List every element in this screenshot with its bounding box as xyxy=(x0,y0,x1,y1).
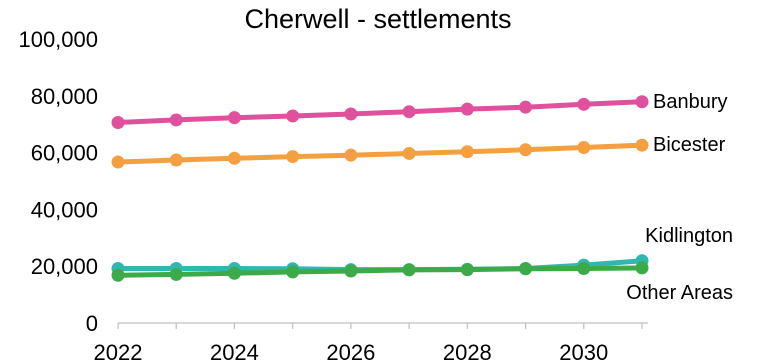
y-tick-label: 0 xyxy=(86,311,98,336)
data-point xyxy=(111,115,125,129)
data-point xyxy=(460,145,474,159)
y-axis-ticks: 0 20,000 40,000 60,000 80,000 100,000 xyxy=(18,27,98,336)
data-point xyxy=(286,109,300,123)
data-point xyxy=(402,146,416,160)
x-axis-ticks: 2022 2024 2026 2028 2030 xyxy=(94,340,609,364)
data-point xyxy=(577,140,591,154)
x-tick-label: 2024 xyxy=(210,340,259,364)
y-tick-label: 20,000 xyxy=(31,254,98,279)
data-point xyxy=(402,263,416,277)
data-point xyxy=(460,102,474,116)
series-label: Banbury xyxy=(653,91,728,113)
data-point xyxy=(519,100,533,114)
data-point xyxy=(227,151,241,165)
series-label: Bicester xyxy=(653,134,726,156)
data-point xyxy=(169,267,183,281)
series-layer xyxy=(111,95,649,282)
data-point xyxy=(402,105,416,119)
data-point xyxy=(227,266,241,280)
series-line xyxy=(115,142,645,165)
series-labels: Banbury Bicester Kidlington Other Areas xyxy=(626,91,733,304)
series-line xyxy=(115,99,645,125)
data-point xyxy=(286,150,300,164)
series-label: Other Areas xyxy=(626,282,733,304)
data-point xyxy=(344,148,358,162)
axes xyxy=(117,322,648,329)
data-point xyxy=(460,263,474,277)
x-tick-label: 2022 xyxy=(94,340,143,364)
x-tick-label: 2026 xyxy=(326,340,375,364)
data-point xyxy=(519,143,533,157)
data-point xyxy=(169,113,183,127)
data-point xyxy=(635,261,649,275)
data-point xyxy=(344,264,358,278)
series-bicester xyxy=(111,138,649,169)
data-point xyxy=(169,153,183,167)
data-point xyxy=(577,97,591,111)
y-tick-label: 80,000 xyxy=(31,84,98,109)
series-other-areas xyxy=(111,261,649,282)
series-banbury xyxy=(111,95,649,129)
chart-title: Cherwell - settlements xyxy=(244,4,511,34)
data-point xyxy=(635,95,649,109)
data-point xyxy=(519,262,533,276)
data-point xyxy=(635,138,649,152)
data-point xyxy=(111,268,125,282)
data-point xyxy=(227,111,241,125)
series-line xyxy=(115,265,645,278)
x-tick-label: 2030 xyxy=(559,340,608,364)
data-point xyxy=(344,107,358,121)
data-point xyxy=(111,155,125,169)
series-label: Kidlington xyxy=(645,225,733,247)
y-tick-label: 100,000 xyxy=(18,27,98,52)
data-point xyxy=(286,265,300,279)
x-tick-label: 2028 xyxy=(443,340,492,364)
data-point xyxy=(577,261,591,275)
y-tick-label: 40,000 xyxy=(31,197,98,222)
y-tick-label: 60,000 xyxy=(31,141,98,166)
